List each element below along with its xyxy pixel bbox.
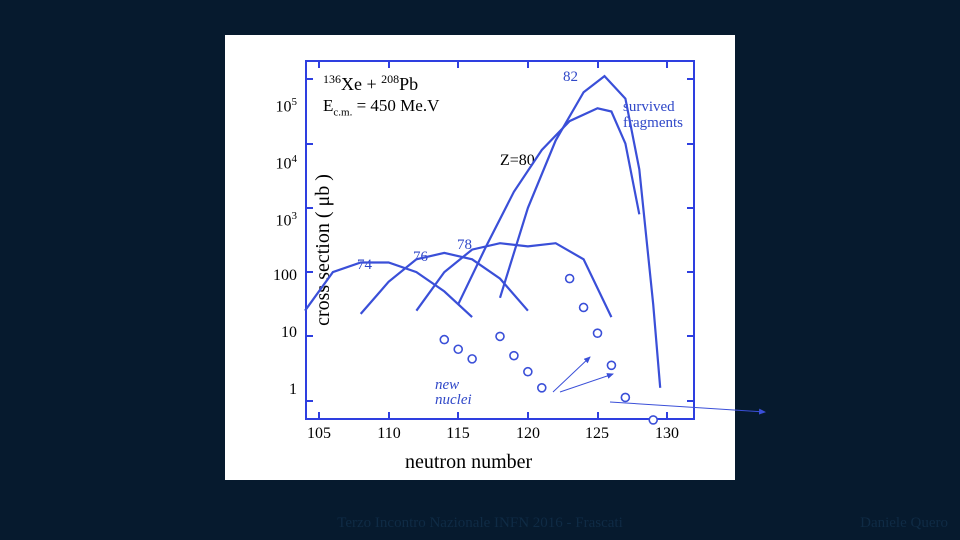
x-tick-110: 110 xyxy=(377,426,400,442)
y-tick-1e5: 105 xyxy=(276,97,298,115)
x-tick-105: 105 xyxy=(307,426,331,442)
y-tick-1e4: 104 xyxy=(276,154,298,172)
y-tick-1e3: 103 xyxy=(276,211,298,229)
x-tick-130: 130 xyxy=(655,426,679,442)
footer-right: Daniele Quero xyxy=(860,515,948,532)
x-tick-115: 115 xyxy=(446,426,469,442)
x-axis-label: neutron number xyxy=(405,452,532,472)
chart-svg xyxy=(305,60,695,420)
x-tick-125: 125 xyxy=(585,426,609,442)
y-tick-1: 1 xyxy=(289,382,297,398)
chart-container: 1 10 100 103 104 105 105 110 115 120 125… xyxy=(225,35,735,480)
footer-center: Terzo Incontro Nazionale INFN 2016 - Fra… xyxy=(0,515,960,532)
x-tick-120: 120 xyxy=(516,426,540,442)
y-tick-10: 10 xyxy=(281,325,297,341)
plot-area: 1 10 100 103 104 105 105 110 115 120 125… xyxy=(305,60,695,420)
y-tick-100: 100 xyxy=(273,268,297,284)
